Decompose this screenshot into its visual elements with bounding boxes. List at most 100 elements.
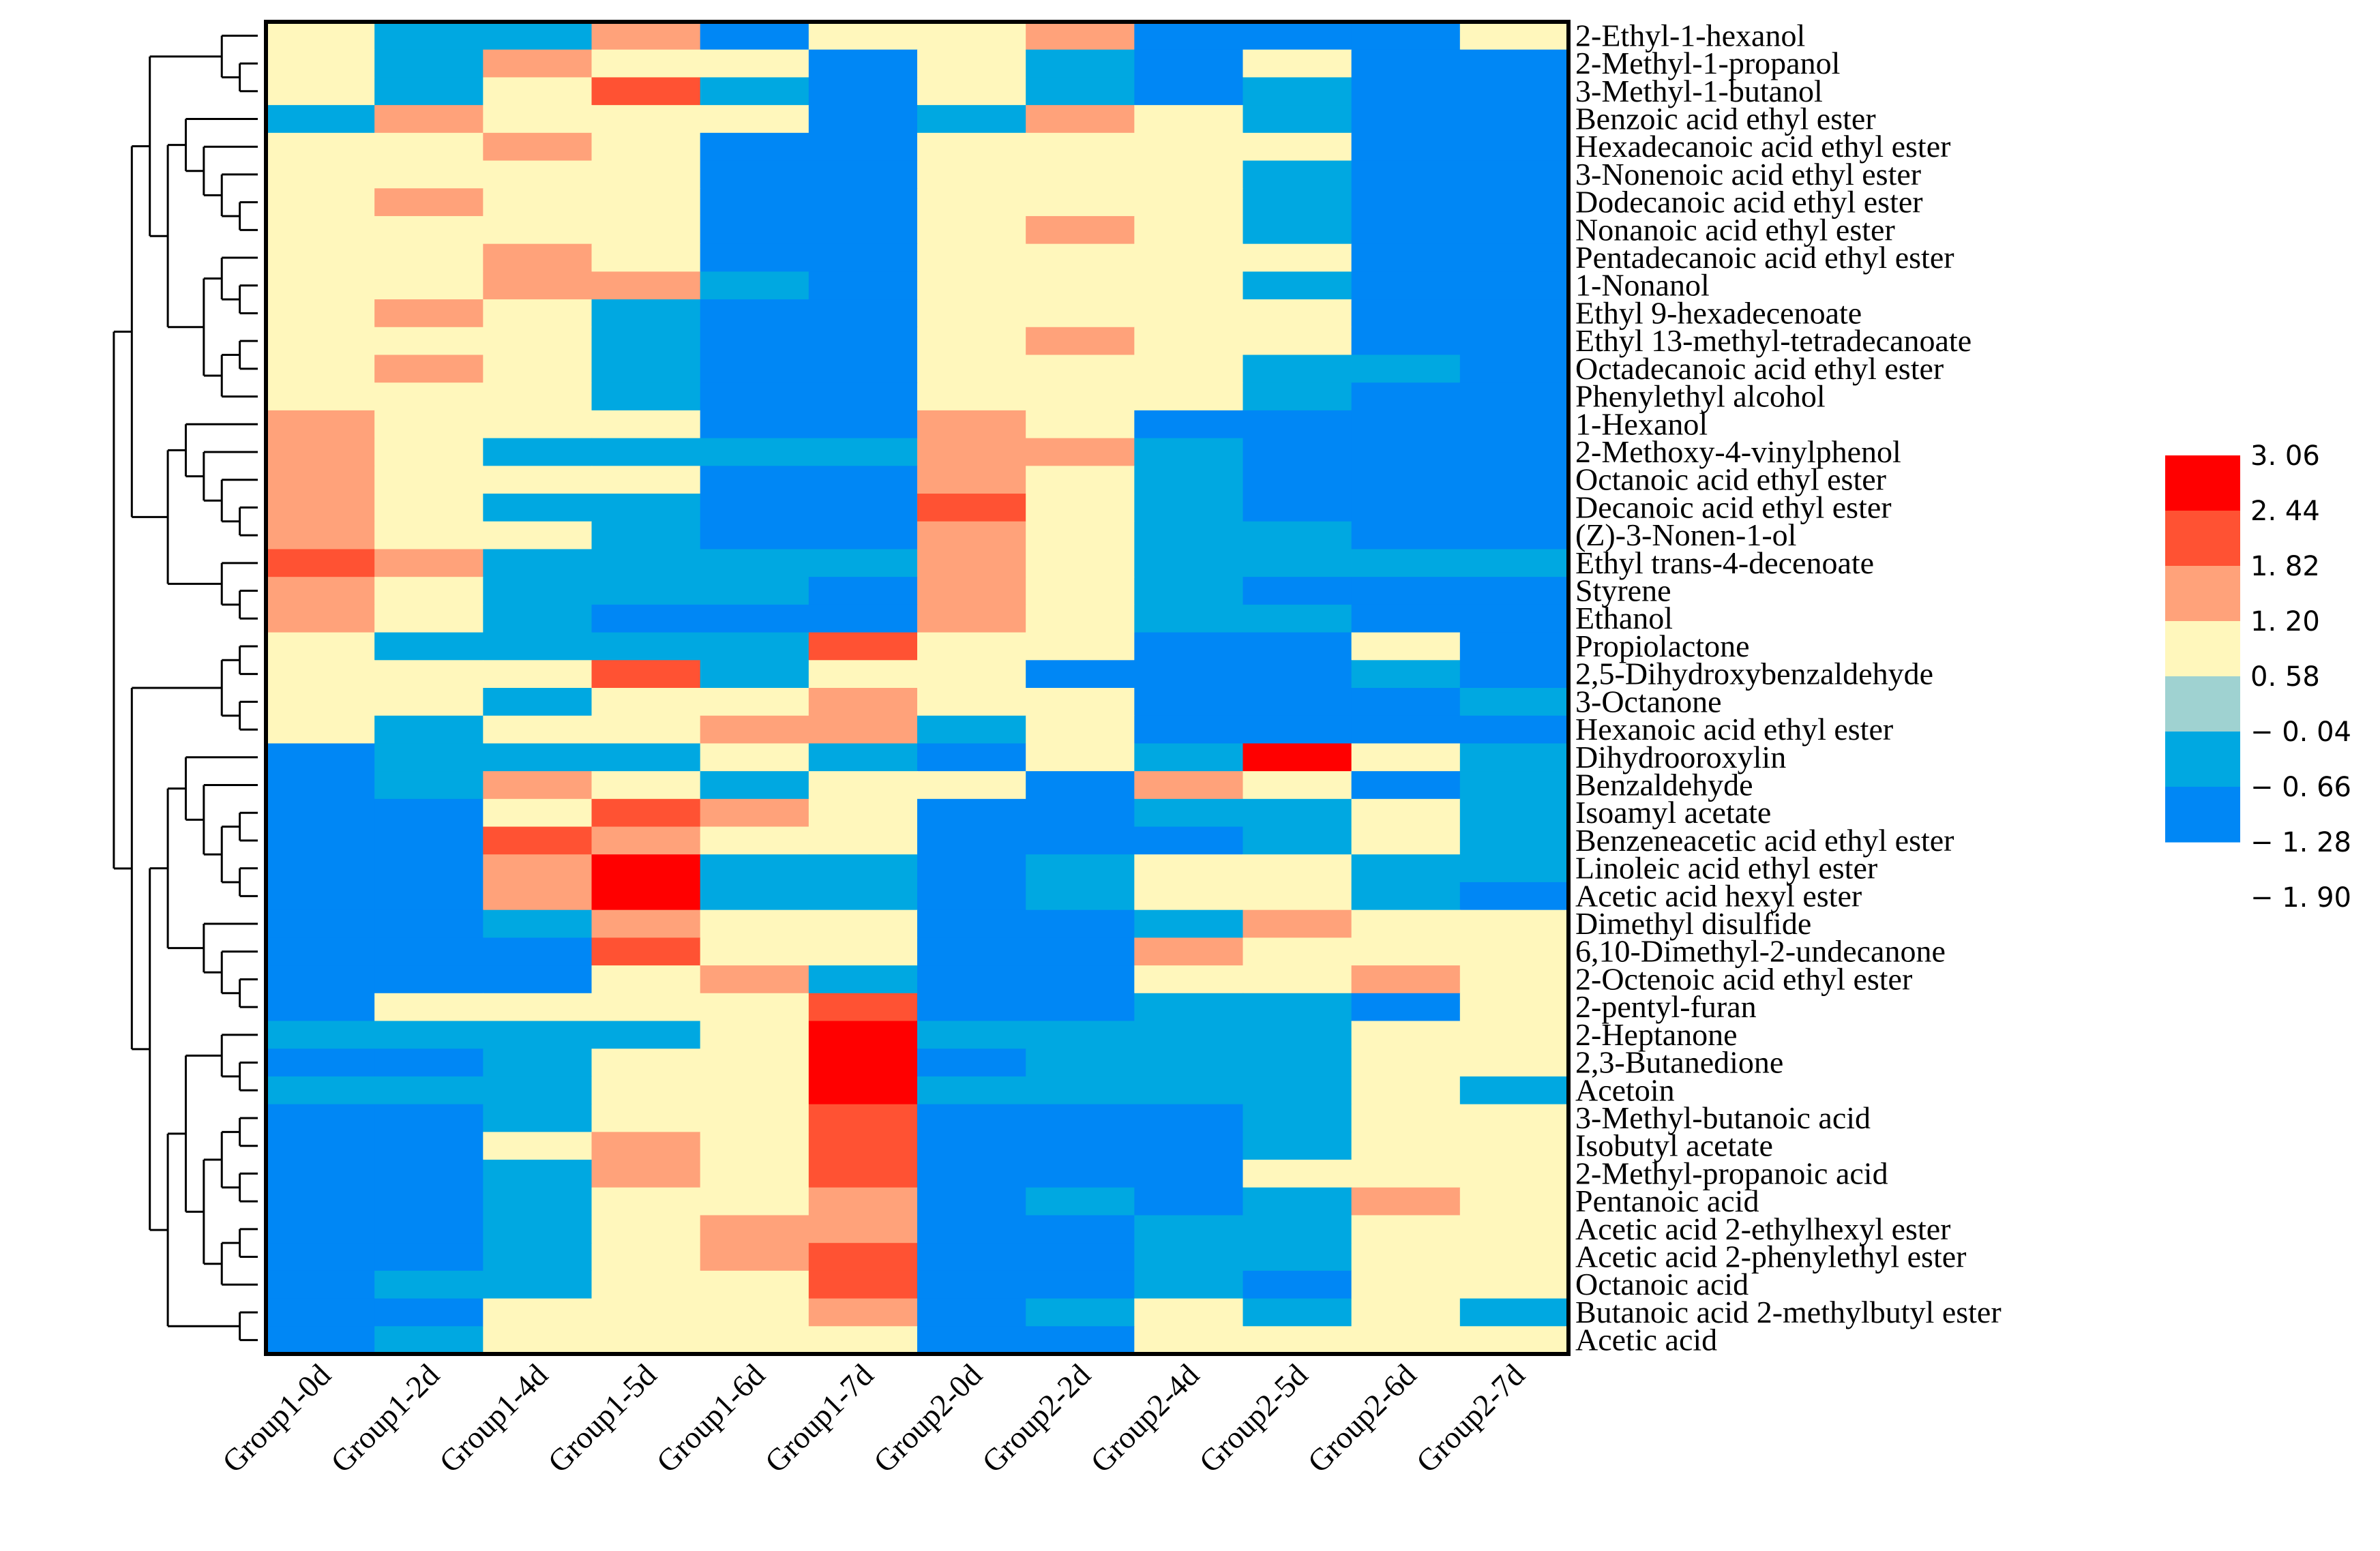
heatmap-cell: [266, 1104, 375, 1132]
heatmap-cell: [1134, 549, 1244, 577]
heatmap-cell: [917, 132, 1026, 162]
heatmap-cell: [1459, 355, 1569, 383]
heatmap-cell: [483, 688, 593, 717]
heatmap-cell: [1134, 355, 1244, 383]
heatmap-cell: [917, 22, 1026, 50]
heatmap-cell: [483, 1326, 593, 1355]
heatmap-cell: [1134, 438, 1244, 466]
heatmap-cell: [374, 660, 484, 689]
row-label: Linoleic acid ethyl ester: [1575, 851, 1877, 886]
heatmap-cell: [1243, 77, 1352, 106]
heatmap-cell: [917, 105, 1026, 134]
heatmap-cell: [700, 438, 809, 466]
heatmap-cell: [1026, 521, 1135, 550]
heatmap-cell: [483, 715, 593, 744]
heatmap-cell: [266, 909, 375, 938]
heatmap-cell: [1026, 188, 1135, 217]
heatmap-cell: [1351, 1215, 1461, 1244]
heatmap-cell: [700, 327, 809, 356]
heatmap-cell: [266, 438, 375, 466]
heatmap-cell: [1026, 1187, 1135, 1216]
heatmap-cell: [1243, 132, 1352, 162]
heatmap-cell: [700, 604, 809, 633]
heatmap-cell: [1243, 105, 1352, 134]
heatmap-cell: [700, 382, 809, 411]
column-label: Group2-5d: [1192, 1357, 1314, 1479]
heatmap-cell: [266, 937, 375, 966]
heatmap-cell: [591, 743, 701, 772]
heatmap-cell: [374, 632, 484, 661]
row-label: Acetic acid hexyl ester: [1575, 878, 1862, 913]
heatmap-cell: [266, 1270, 375, 1299]
heatmap-cell: [917, 215, 1026, 245]
heatmap-cell: [483, 382, 593, 411]
heatmap-cell: [700, 1243, 809, 1271]
heatmap-cell: [1243, 1076, 1352, 1105]
legend-swatch: [2165, 676, 2240, 732]
heatmap-cell: [374, 243, 484, 272]
heatmap-cell: [1243, 577, 1352, 605]
heatmap-cell: [808, 1215, 918, 1244]
heatmap-cell: [700, 826, 809, 855]
heatmap-cell: [1459, 882, 1569, 911]
row-label: Hexanoic acid ethyl ester: [1575, 712, 1893, 747]
heatmap-cell: [591, 1326, 701, 1355]
row-label: 2-Methoxy-4-vinylphenol: [1575, 434, 1901, 469]
heatmap-cell: [1351, 882, 1461, 911]
heatmap-cell: [1243, 1243, 1352, 1271]
heatmap-cell: [917, 882, 1026, 911]
legend-label: − 1. 28: [2250, 827, 2351, 858]
heatmap-cell: [1134, 1076, 1244, 1105]
heatmap-cell: [808, 632, 918, 661]
heatmap-cell: [374, 160, 484, 189]
heatmap-cell: [917, 577, 1026, 605]
row-label: (Z)-3-Nonen-1-ol: [1575, 517, 1796, 552]
heatmap-cell: [700, 22, 809, 50]
heatmap-cell: [374, 1298, 484, 1327]
row-label: 2-pentyl-furan: [1575, 989, 1757, 1024]
heatmap-cell: [266, 771, 375, 800]
column-label: Group1-4d: [432, 1357, 554, 1479]
legend-swatch: [2165, 732, 2240, 787]
heatmap-cell: [1459, 105, 1569, 134]
heatmap-cell: [917, 1132, 1026, 1160]
legend-label: 0. 58: [2250, 661, 2320, 693]
heatmap-cell: [700, 660, 809, 689]
heatmap-cell: [1351, 49, 1461, 78]
heatmap-cell: [591, 327, 701, 356]
heatmap-cell: [1351, 1243, 1461, 1271]
heatmap-cell: [1459, 410, 1569, 439]
heatmap-cell: [1351, 1187, 1461, 1216]
heatmap-cell: [266, 965, 375, 994]
row-label: 2-Methyl-propanoic acid: [1575, 1156, 1888, 1190]
heatmap-cell: [917, 909, 1026, 938]
heatmap-cell: [1243, 604, 1352, 633]
heatmap-cell: [808, 1132, 918, 1160]
heatmap-cell: [374, 577, 484, 605]
row-label: Styrene: [1575, 573, 1671, 608]
heatmap-cell: [1351, 410, 1461, 439]
heatmap-cell: [917, 993, 1026, 1022]
heatmap-cell: [808, 1076, 918, 1105]
heatmap-cell: [374, 466, 484, 494]
heatmap-cell: [917, 466, 1026, 494]
heatmap-cell: [808, 1049, 918, 1077]
heatmap-cell: [1243, 438, 1352, 466]
heatmap-cell: [808, 854, 918, 883]
heatmap-cell: [808, 1104, 918, 1132]
heatmap-cell: [917, 1160, 1026, 1188]
heatmap-cell: [700, 965, 809, 994]
heatmap-cell: [591, 132, 701, 162]
heatmap-cell: [483, 1076, 593, 1105]
heatmap-cell: [266, 604, 375, 633]
heatmap-cell: [917, 1049, 1026, 1077]
heatmap-cell: [483, 243, 593, 272]
heatmap-cell: [374, 771, 484, 800]
heatmap-cell: [1134, 1215, 1244, 1244]
heatmap-cell: [700, 132, 809, 162]
row-label: Octanoic acid ethyl ester: [1575, 462, 1886, 497]
heatmap-cell: [1243, 854, 1352, 883]
heatmap-cell: [808, 355, 918, 383]
heatmap-cell: [483, 882, 593, 911]
heatmap-cell: [1134, 1160, 1244, 1188]
